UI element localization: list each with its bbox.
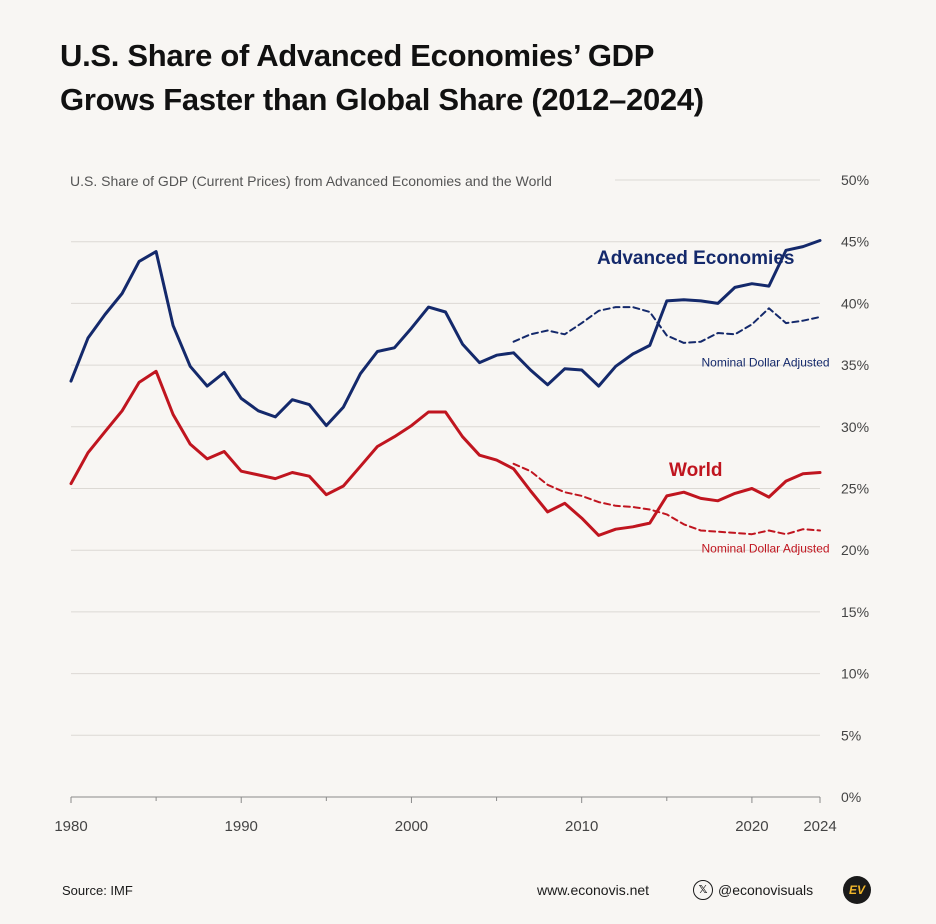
x-tick-label: 2010	[565, 818, 598, 835]
x-tick-label: 2000	[395, 818, 428, 835]
chart-subtitle: U.S. Share of GDP (Current Prices) from …	[70, 173, 552, 189]
y-tick-label: 25%	[841, 481, 869, 497]
y-tick-label: 35%	[841, 357, 869, 373]
y-tick-label: 15%	[841, 604, 869, 620]
line-chart: U.S. Share of GDP (Current Prices) from …	[54, 172, 869, 835]
title-line-1: U.S. Share of Advanced Economies’ GDP	[60, 38, 655, 73]
series-label: World	[669, 460, 722, 481]
gridlines	[71, 179, 820, 798]
series-lines	[69, 239, 822, 537]
series-label: Nominal Dollar Adjusted	[701, 355, 829, 369]
y-tick-label: 0%	[841, 789, 861, 805]
x-logo-icon: 𝕏	[693, 880, 713, 900]
y-tick-label: 10%	[841, 666, 869, 682]
x-tick-label: 2024	[803, 818, 836, 835]
series-line	[512, 462, 821, 536]
social-handle[interactable]: 𝕏 @econovisuals	[693, 880, 813, 900]
source-note: Source: IMF	[62, 883, 133, 898]
y-tick-label: 50%	[841, 172, 869, 188]
series-line	[69, 239, 822, 428]
series-label: Nominal Dollar Adjusted	[701, 542, 829, 556]
y-axis: 0% 5% 10% 15% 20% 25% 30% 35% 40% 45% 50%	[841, 172, 869, 805]
x-tick-label: 1990	[225, 818, 258, 835]
y-tick-label: 40%	[841, 295, 869, 311]
series-labels: Advanced Economies Nominal Dollar Adjuste…	[597, 248, 830, 556]
handle-text: @econovisuals	[718, 882, 814, 898]
x-tick-label: 1980	[54, 818, 87, 835]
series-label: Advanced Economies	[597, 248, 794, 269]
y-tick-label: 5%	[841, 727, 861, 743]
series-line	[69, 369, 822, 537]
x-axis: 1980 1990 2000 2010 2020 2024	[54, 797, 837, 835]
x-tick-label: 2020	[735, 818, 768, 835]
website-link[interactable]: www.econovis.net	[537, 882, 650, 898]
brand-logo-icon: EV	[843, 876, 871, 904]
y-tick-label: 45%	[841, 234, 869, 250]
title-line-2: Grows Faster than Global Share (2012–202…	[60, 82, 704, 117]
y-tick-label: 30%	[841, 419, 869, 435]
chart-title: U.S. Share of Advanced Economies’ GDP Gr…	[60, 34, 880, 122]
series-line	[512, 306, 821, 344]
y-tick-label: 20%	[841, 542, 869, 558]
